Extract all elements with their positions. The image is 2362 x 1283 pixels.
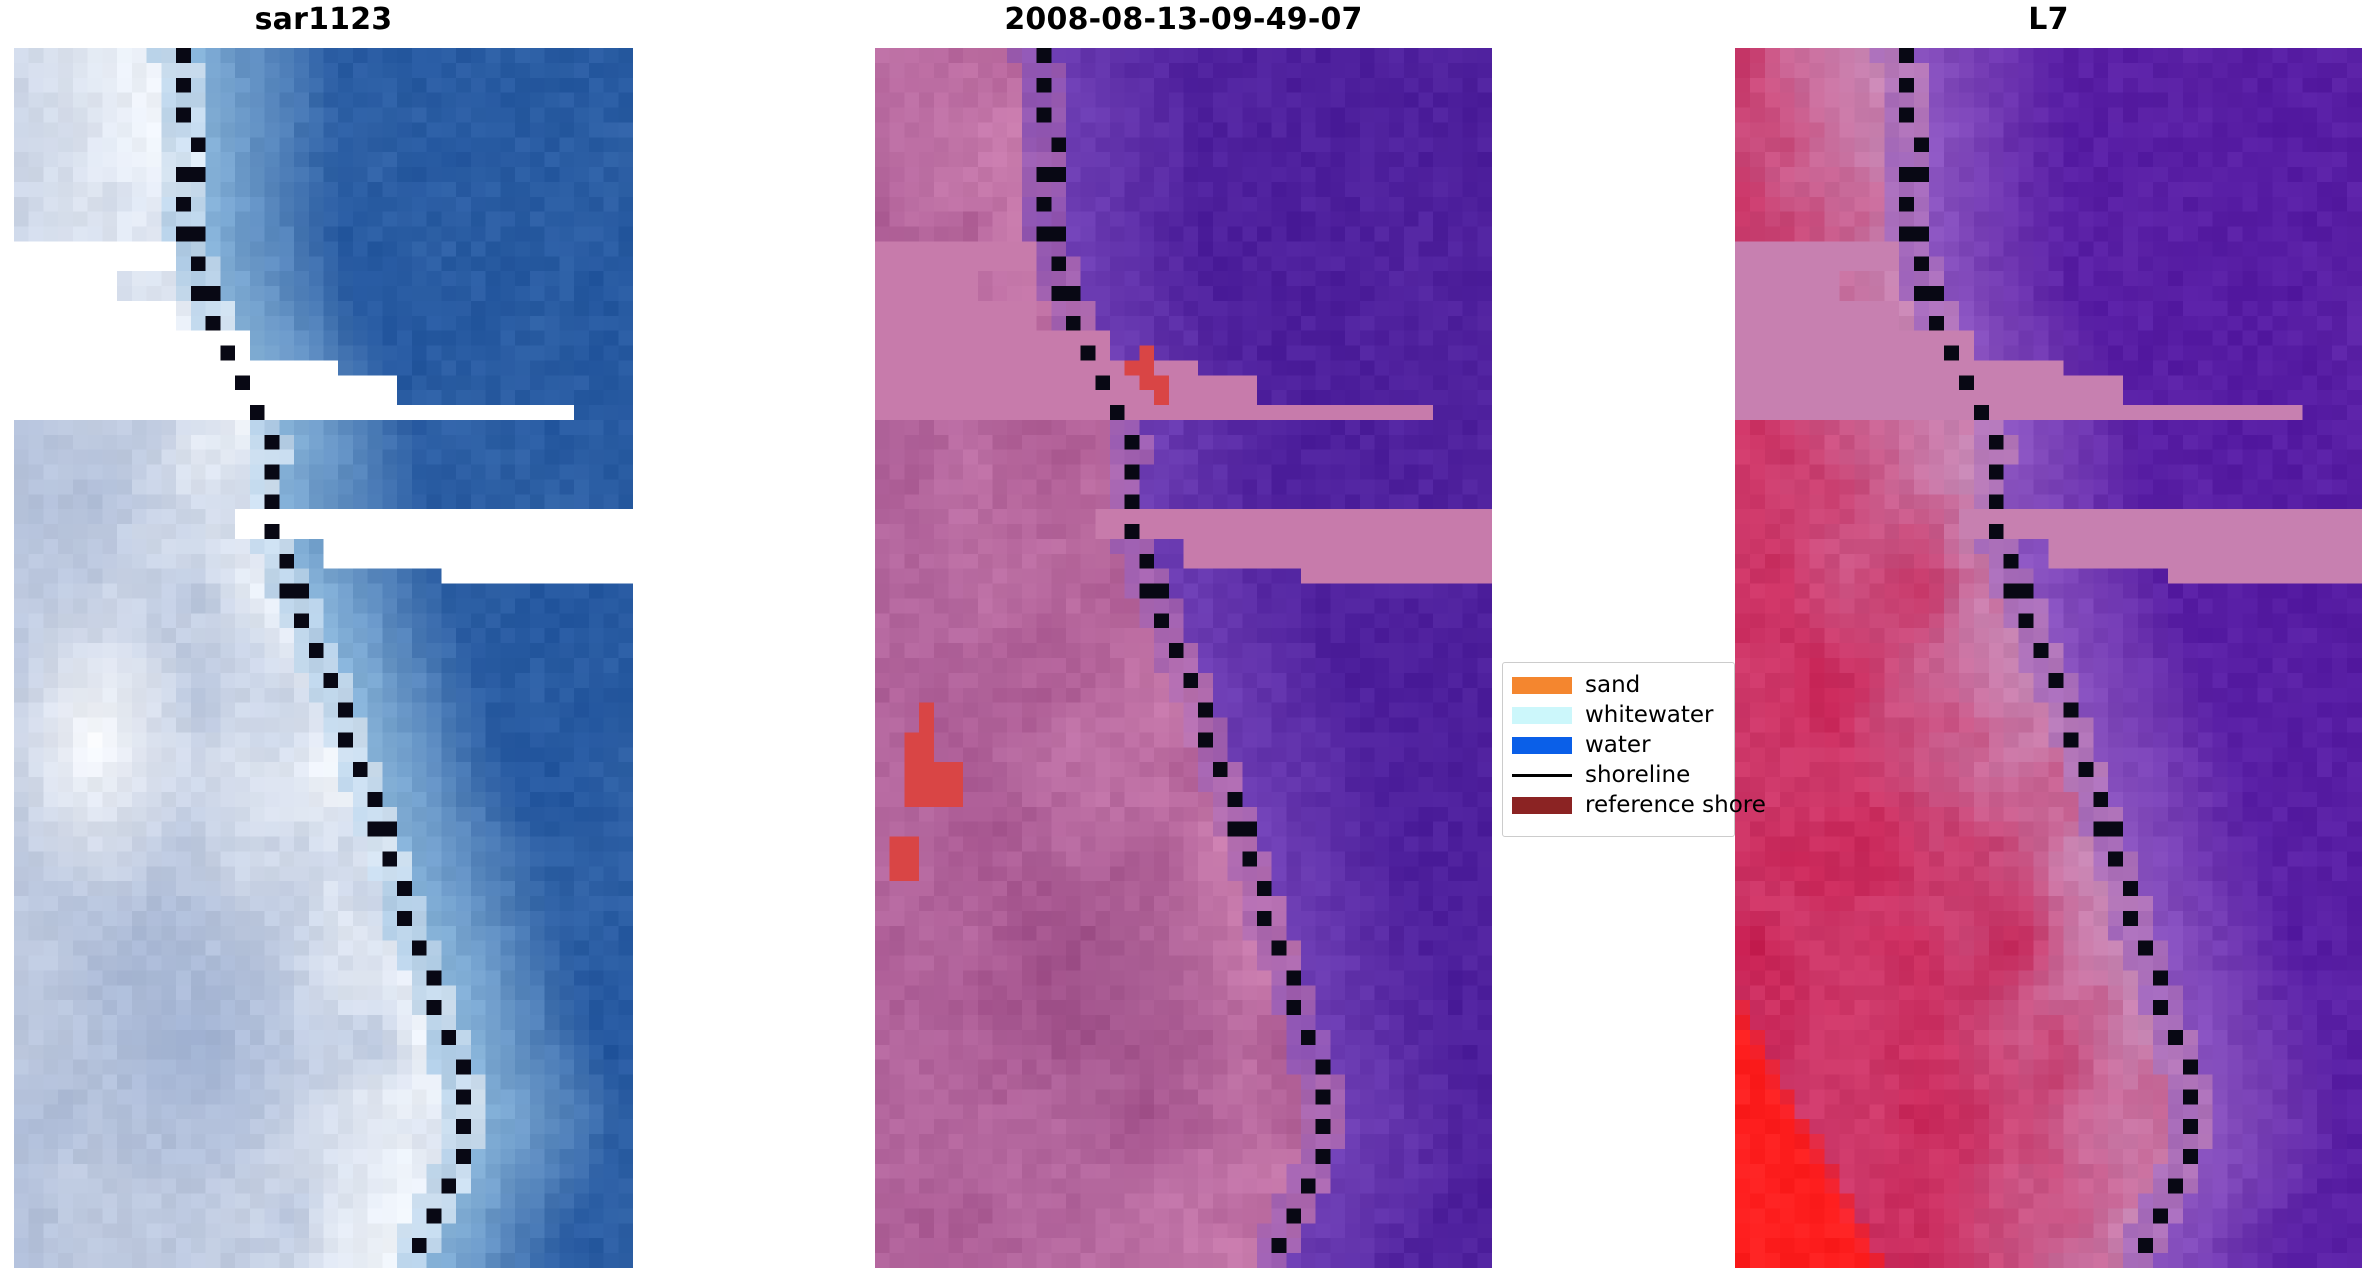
panel-2008-08-13-09-49-07: 2008-08-13-09-49-07 xyxy=(875,0,1492,1268)
legend-item-shoreline: shoreline xyxy=(1512,760,1725,790)
panel-title-sar1123: sar1123 xyxy=(254,2,393,37)
legend-item-whitewater: whitewater xyxy=(1512,700,1725,730)
legend-item-sand: sand xyxy=(1512,670,1725,700)
legend-swatch-whitewater xyxy=(1512,706,1572,724)
raster-date xyxy=(875,48,1492,1268)
legend-label-sand: sand xyxy=(1585,671,1641,698)
legend-item-water: water xyxy=(1512,730,1725,760)
legend-swatch-reference-shore xyxy=(1512,796,1572,814)
legend-item-reference-shore: reference shore xyxy=(1512,790,1766,820)
legend-label-reference-shore: reference shore xyxy=(1585,791,1766,818)
legend-label-shoreline: shoreline xyxy=(1585,761,1691,788)
legend-box: sand whitewater water shoreline referenc… xyxy=(1502,662,1766,837)
panel-title-date: 2008-08-13-09-49-07 xyxy=(1004,2,1363,37)
legend-swatch-shoreline xyxy=(1512,773,1572,777)
legend-label-water: water xyxy=(1585,731,1651,758)
panel-sar1123: sar1123 xyxy=(14,0,633,1268)
legend-swatch-water xyxy=(1512,736,1572,754)
legend-swatch-sand xyxy=(1512,676,1572,694)
legend-label-whitewater: whitewater xyxy=(1585,701,1714,728)
raster-sar1123 xyxy=(14,48,633,1268)
raster-l7 xyxy=(1735,48,2362,1268)
panel-l7: L7 xyxy=(1735,0,2362,1268)
panel-title-l7: L7 xyxy=(2028,2,2069,37)
